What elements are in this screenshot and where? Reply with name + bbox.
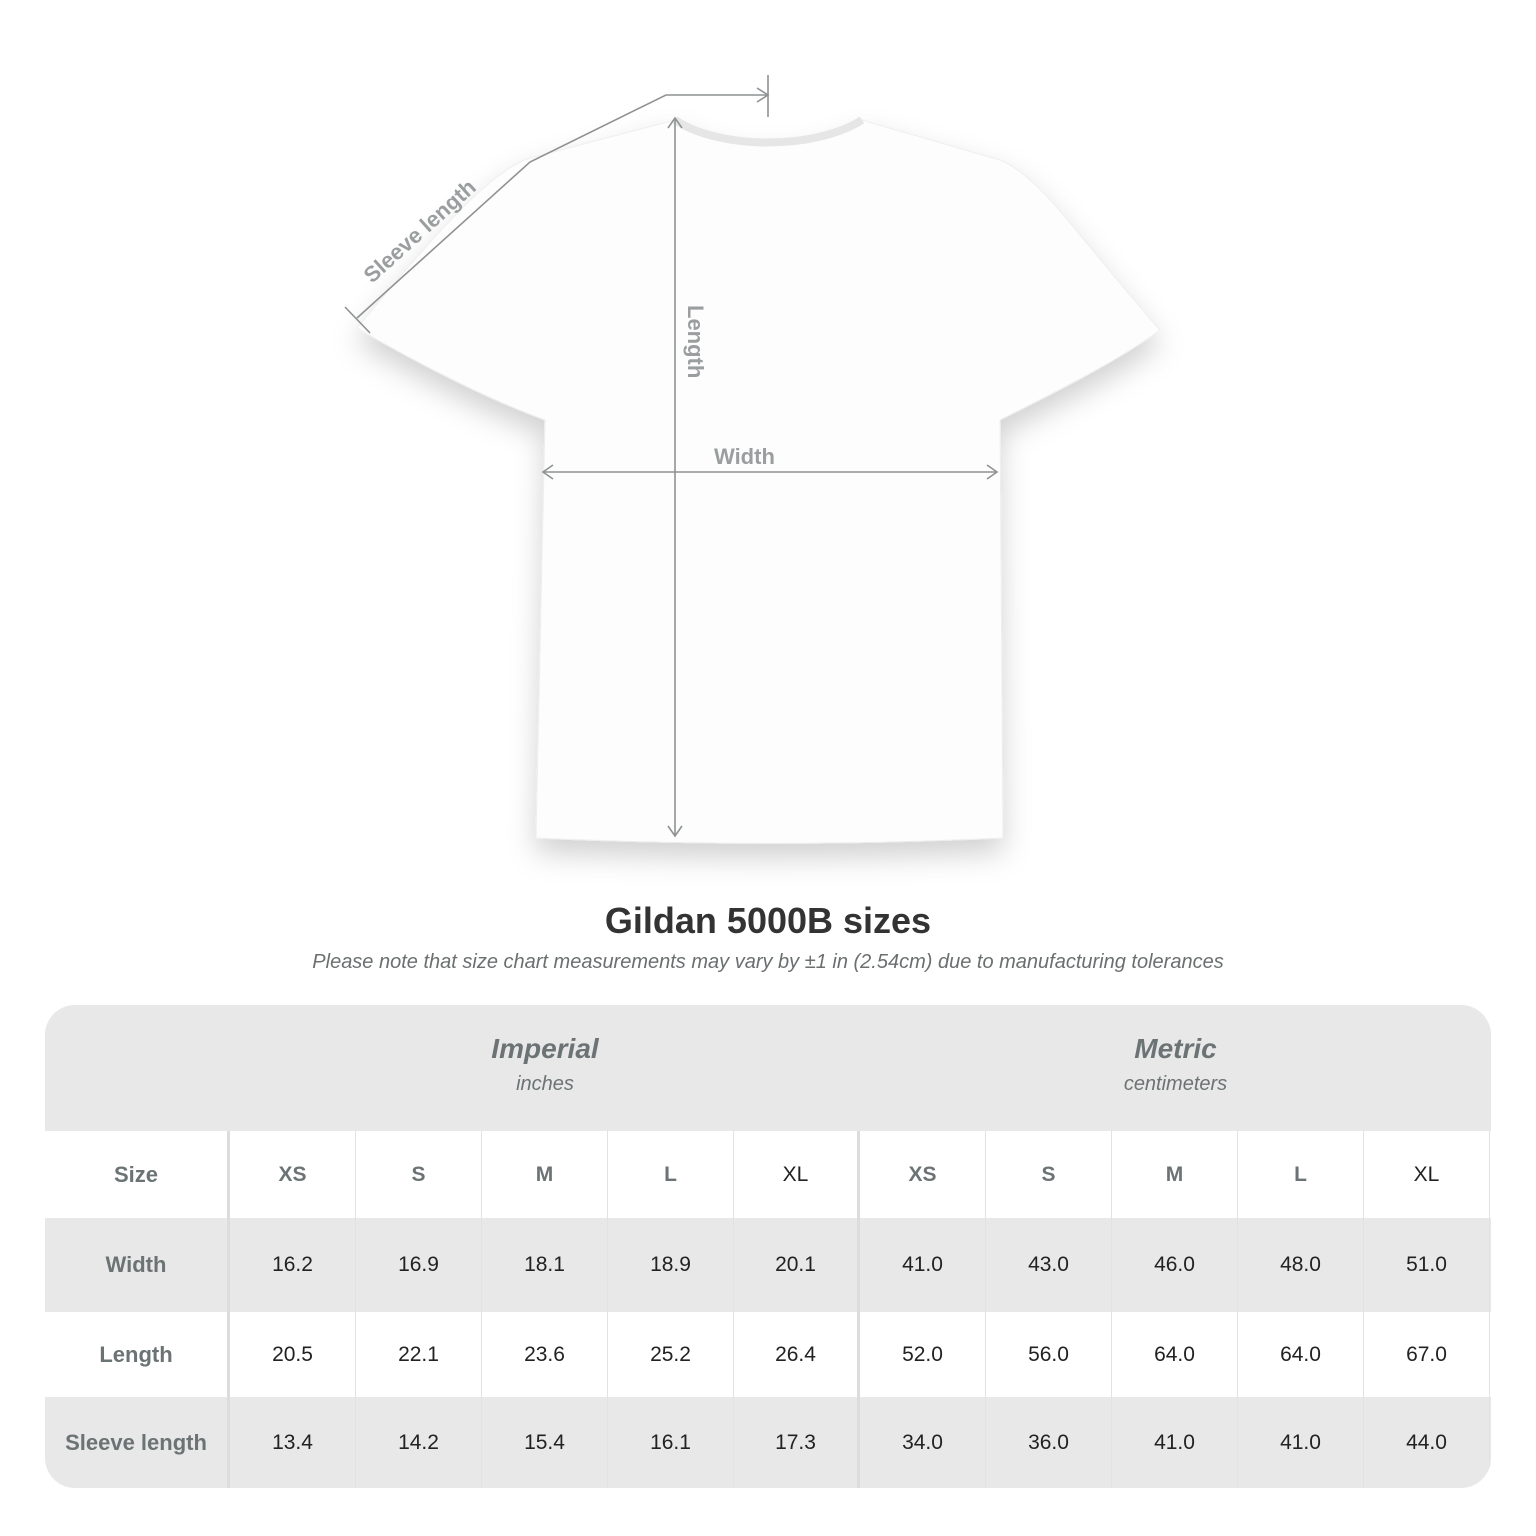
size-header-row: Size XS S M L XL XS S M L XL: [45, 1131, 1491, 1218]
imperial-value: 16.2: [230, 1218, 356, 1312]
metric-value: 41.0: [860, 1218, 986, 1312]
metric-size-m: M: [1112, 1131, 1238, 1218]
metric-value: 34.0: [860, 1397, 986, 1488]
imperial-value: 14.2: [356, 1397, 482, 1488]
sleeve-length-line: [356, 94, 768, 319]
imperial-value: 13.4: [230, 1397, 356, 1488]
metric-header: Metric centimeters: [860, 1005, 1491, 1131]
imperial-value: 16.1: [608, 1397, 734, 1488]
imperial-value: 26.4: [734, 1312, 860, 1397]
imperial-header: Imperial inches: [230, 1005, 860, 1131]
imperial-value: 20.1: [734, 1218, 860, 1312]
imperial-size-s: S: [356, 1131, 482, 1218]
row-label: Length: [45, 1312, 230, 1397]
imperial-size-xl: XL: [734, 1131, 860, 1218]
metric-value: 44.0: [1364, 1397, 1490, 1488]
imperial-value: 18.9: [608, 1218, 734, 1312]
imperial-value: 25.2: [608, 1312, 734, 1397]
metric-value: 48.0: [1238, 1218, 1364, 1312]
imperial-size-xs: XS: [230, 1131, 356, 1218]
tshirt-shape: [356, 119, 1161, 844]
metric-value: 43.0: [986, 1218, 1112, 1312]
metric-value: 36.0: [986, 1397, 1112, 1488]
metric-value: 51.0: [1364, 1218, 1490, 1312]
imperial-value: 16.9: [356, 1218, 482, 1312]
metric-value: 56.0: [986, 1312, 1112, 1397]
imperial-size-l: L: [608, 1131, 734, 1218]
metric-size-s: S: [986, 1131, 1112, 1218]
size-table: Imperial inches Metric centimeters Size X…: [45, 1005, 1491, 1488]
metric-size-l: L: [1238, 1131, 1364, 1218]
length-label: Length: [683, 305, 708, 378]
imperial-unit: inches: [516, 1073, 574, 1095]
imperial-value: 15.4: [482, 1397, 608, 1488]
table-row: Length 20.5 22.1 23.6 25.2 26.4 52.0 56.0 64.0 64…: [45, 1312, 1491, 1397]
tshirt-diagram: Sleeve length Length Width: [344, 75, 1161, 844]
table-row: Sleeve length 13.4 14.2 15.4 16.1 17.3 34.0 36.…: [45, 1397, 1491, 1488]
table-row: Width 16.2 16.9 18.1 18.9 20.1 41.0 43.0 46.0 48.…: [45, 1218, 1491, 1312]
imperial-size-m: M: [482, 1131, 608, 1218]
metric-title: Metric: [1134, 1033, 1217, 1064]
metric-value: 67.0: [1364, 1312, 1490, 1397]
width-label: Width: [714, 444, 775, 469]
metric-size-xs: XS: [860, 1131, 986, 1218]
tolerance-note: Please note that size chart measurements…: [312, 951, 1224, 973]
imperial-value: 17.3: [734, 1397, 860, 1488]
imperial-value: 23.6: [482, 1312, 608, 1397]
metric-value: 64.0: [1238, 1312, 1364, 1397]
metric-value: 41.0: [1112, 1397, 1238, 1488]
metric-value: 46.0: [1112, 1218, 1238, 1312]
metric-size-xl: XL: [1364, 1131, 1490, 1218]
metric-unit: centimeters: [1123, 1073, 1228, 1095]
size-label: Size: [45, 1131, 230, 1218]
imperial-value: 20.5: [230, 1312, 356, 1397]
page-title: Gildan 5000B sizes: [604, 900, 932, 941]
imperial-value: 18.1: [482, 1218, 608, 1312]
row-label: Width: [45, 1218, 230, 1312]
metric-value: 52.0: [860, 1312, 986, 1397]
metric-value: 64.0: [1112, 1312, 1238, 1397]
imperial-title: Imperial: [491, 1033, 599, 1064]
imperial-value: 22.1: [356, 1312, 482, 1397]
row-label: Sleeve length: [45, 1397, 230, 1488]
metric-value: 41.0: [1238, 1397, 1364, 1488]
